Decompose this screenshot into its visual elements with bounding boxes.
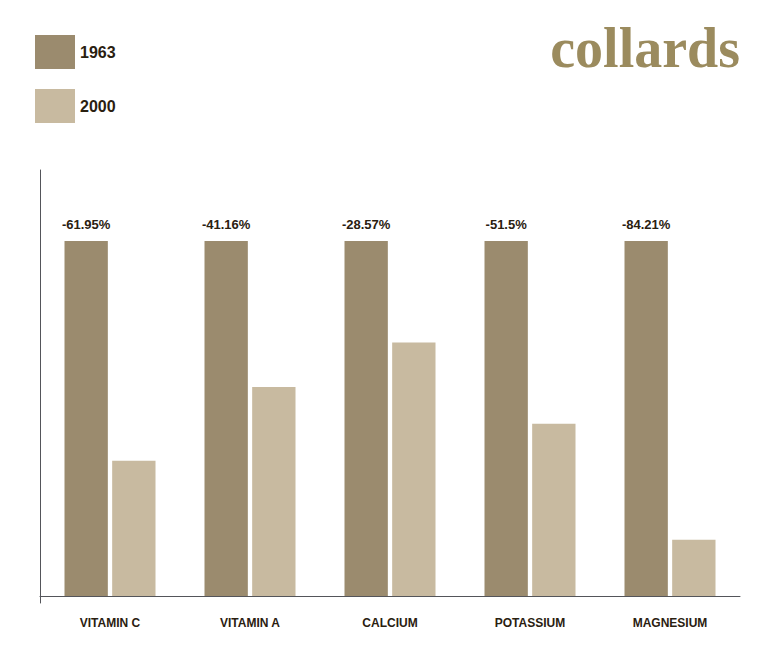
svg-text:-28.57%: -28.57% [342,217,391,232]
svg-text:2000: 2000 [80,98,116,115]
svg-text:MAGNESIUM: MAGNESIUM [633,616,708,630]
svg-text:-51.5%: -51.5% [486,217,528,232]
svg-text:POTASSIUM: POTASSIUM [495,616,565,630]
svg-text:CALCIUM: CALCIUM [362,616,417,630]
svg-text:-84.21%: -84.21% [622,217,671,232]
svg-text:VITAMIN C: VITAMIN C [80,616,141,630]
svg-text:collards: collards [550,17,740,79]
svg-text:VITAMIN A: VITAMIN A [220,616,280,630]
svg-text:-41.16%: -41.16% [202,217,251,232]
svg-text:-61.95%: -61.95% [62,217,111,232]
svg-text:1963: 1963 [80,44,116,61]
